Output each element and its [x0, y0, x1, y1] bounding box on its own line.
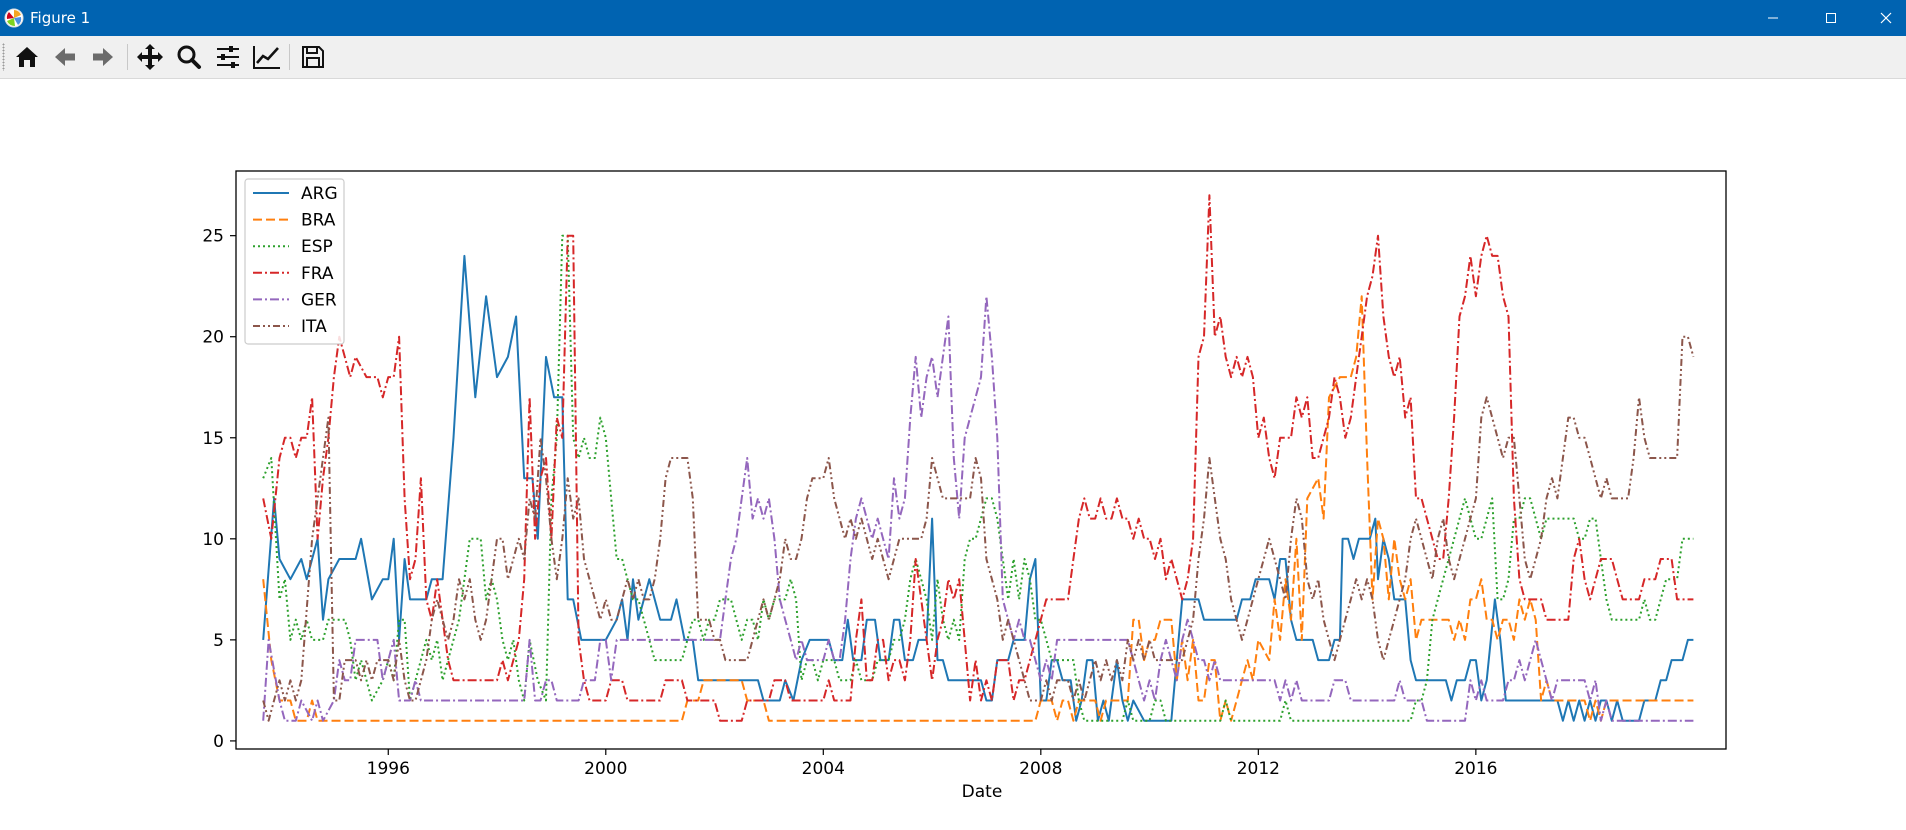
x-tick-label: 2008 — [1019, 759, 1062, 779]
edit-axis-icon[interactable] — [250, 41, 284, 73]
close-icon[interactable] — [1866, 0, 1906, 36]
x-tick-label: 2004 — [802, 759, 845, 779]
save-icon[interactable] — [296, 41, 330, 73]
x-tick-label: 2000 — [584, 759, 627, 779]
series-line-esp — [262, 234, 1694, 722]
back-arrow-icon[interactable] — [48, 41, 82, 73]
legend-label-arg: ARG — [301, 184, 338, 204]
y-tick-label: 25 — [202, 227, 224, 247]
legend-label-ita: ITA — [301, 317, 327, 337]
navigation-toolbar — [0, 36, 1906, 79]
y-tick-label: 5 — [213, 631, 224, 651]
x-tick-label: 2016 — [1454, 759, 1497, 779]
series-line-ger — [262, 295, 1694, 722]
y-tick-label: 20 — [202, 328, 224, 348]
x-axis-label: Date — [962, 782, 1003, 802]
series-line-ita — [262, 335, 1695, 722]
pan-icon[interactable] — [133, 41, 167, 73]
y-tick-label: 0 — [213, 732, 224, 752]
home-icon[interactable] — [10, 41, 44, 73]
toolbar-grip[interactable] — [2, 43, 5, 71]
series-layer — [262, 194, 1695, 722]
series-line-arg — [262, 254, 1694, 722]
toolbar-separator — [289, 44, 290, 70]
forward-arrow-icon[interactable] — [86, 41, 120, 73]
legend-label-ger: GER — [301, 290, 337, 310]
y-tick-label: 15 — [202, 429, 224, 449]
minimize-icon[interactable] — [1750, 0, 1796, 36]
legend-label-bra: BRA — [301, 211, 336, 231]
matplotlib-icon — [4, 8, 24, 28]
x-tick-label: 1996 — [367, 759, 410, 779]
ticks-layer: 1996 2000 2004 2008 2012 2016 0 5 10 15 20 25 — [202, 227, 1497, 779]
y-tick-label: 10 — [202, 530, 224, 550]
x-tick-label: 2012 — [1237, 759, 1280, 779]
title-bar: Figure 1 — [0, 0, 1906, 36]
legend-label-esp: ESP — [301, 237, 333, 257]
toolbar-separator — [127, 44, 128, 70]
window-title: Figure 1 — [30, 9, 91, 27]
zoom-icon[interactable] — [172, 41, 206, 73]
legend-label-fra: FRA — [301, 264, 334, 284]
series-line-bra — [262, 295, 1694, 722]
maximize-icon[interactable] — [1808, 0, 1854, 36]
legend: ARG BRA ESP FRA GER ITA — [244, 178, 345, 345]
configure-subplots-icon[interactable] — [211, 41, 245, 73]
